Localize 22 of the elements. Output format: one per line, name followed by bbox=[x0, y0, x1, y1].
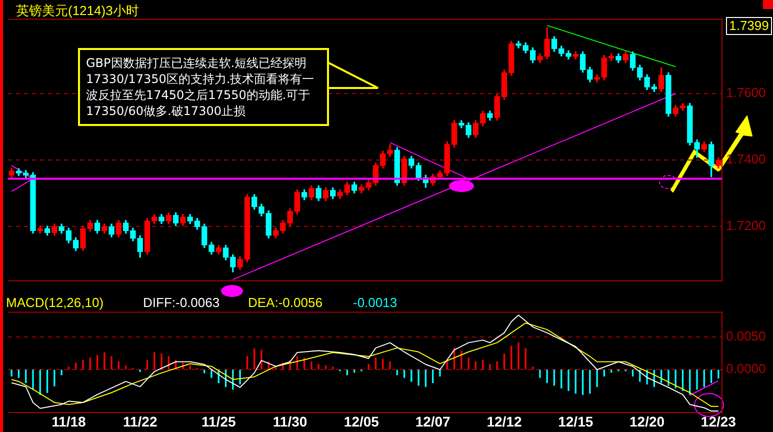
y-tick-label: 0.0050 bbox=[726, 328, 766, 344]
chart-title: MACD(12,26,10) bbox=[6, 295, 104, 310]
text: DEA:-0.0056 bbox=[248, 295, 322, 310]
x-tick-label: 11/30 bbox=[272, 413, 308, 430]
y-tick-label: 1.7200 bbox=[726, 218, 766, 234]
x-tick-label: 12/23 bbox=[700, 413, 736, 430]
text: -0.0013 bbox=[353, 295, 398, 310]
x-tick-label: 12/05 bbox=[344, 413, 380, 430]
text: 1.7399 bbox=[726, 17, 772, 35]
chart-title: 英镑美元(1214)3小时 bbox=[16, 2, 139, 20]
x-tick-label: 12/20 bbox=[630, 413, 665, 430]
x-tick-label: 11/22 bbox=[122, 413, 158, 430]
x-tick-label: 12/12 bbox=[486, 413, 522, 430]
y-tick-label: 1.7400 bbox=[726, 152, 766, 167]
x-tick-label: 11/25 bbox=[201, 413, 236, 430]
y-tick-label: 0.0000 bbox=[726, 361, 766, 376]
x-tick-label: 12/07 bbox=[415, 413, 451, 430]
x-tick-label: 11/18 bbox=[52, 413, 86, 430]
annotation: GBP因数据打压已连续走软.短线已经探明17330/17350区的支持力.技术面看将有一波反拉至先17450之后17550的动能.可于17350/60做多.破17300止损 bbox=[78, 48, 329, 126]
y-tick-label: 1.7600 bbox=[726, 85, 766, 100]
text: DIFF:-0.0063 bbox=[143, 295, 220, 310]
x-tick-label: 12/15 bbox=[558, 413, 594, 430]
